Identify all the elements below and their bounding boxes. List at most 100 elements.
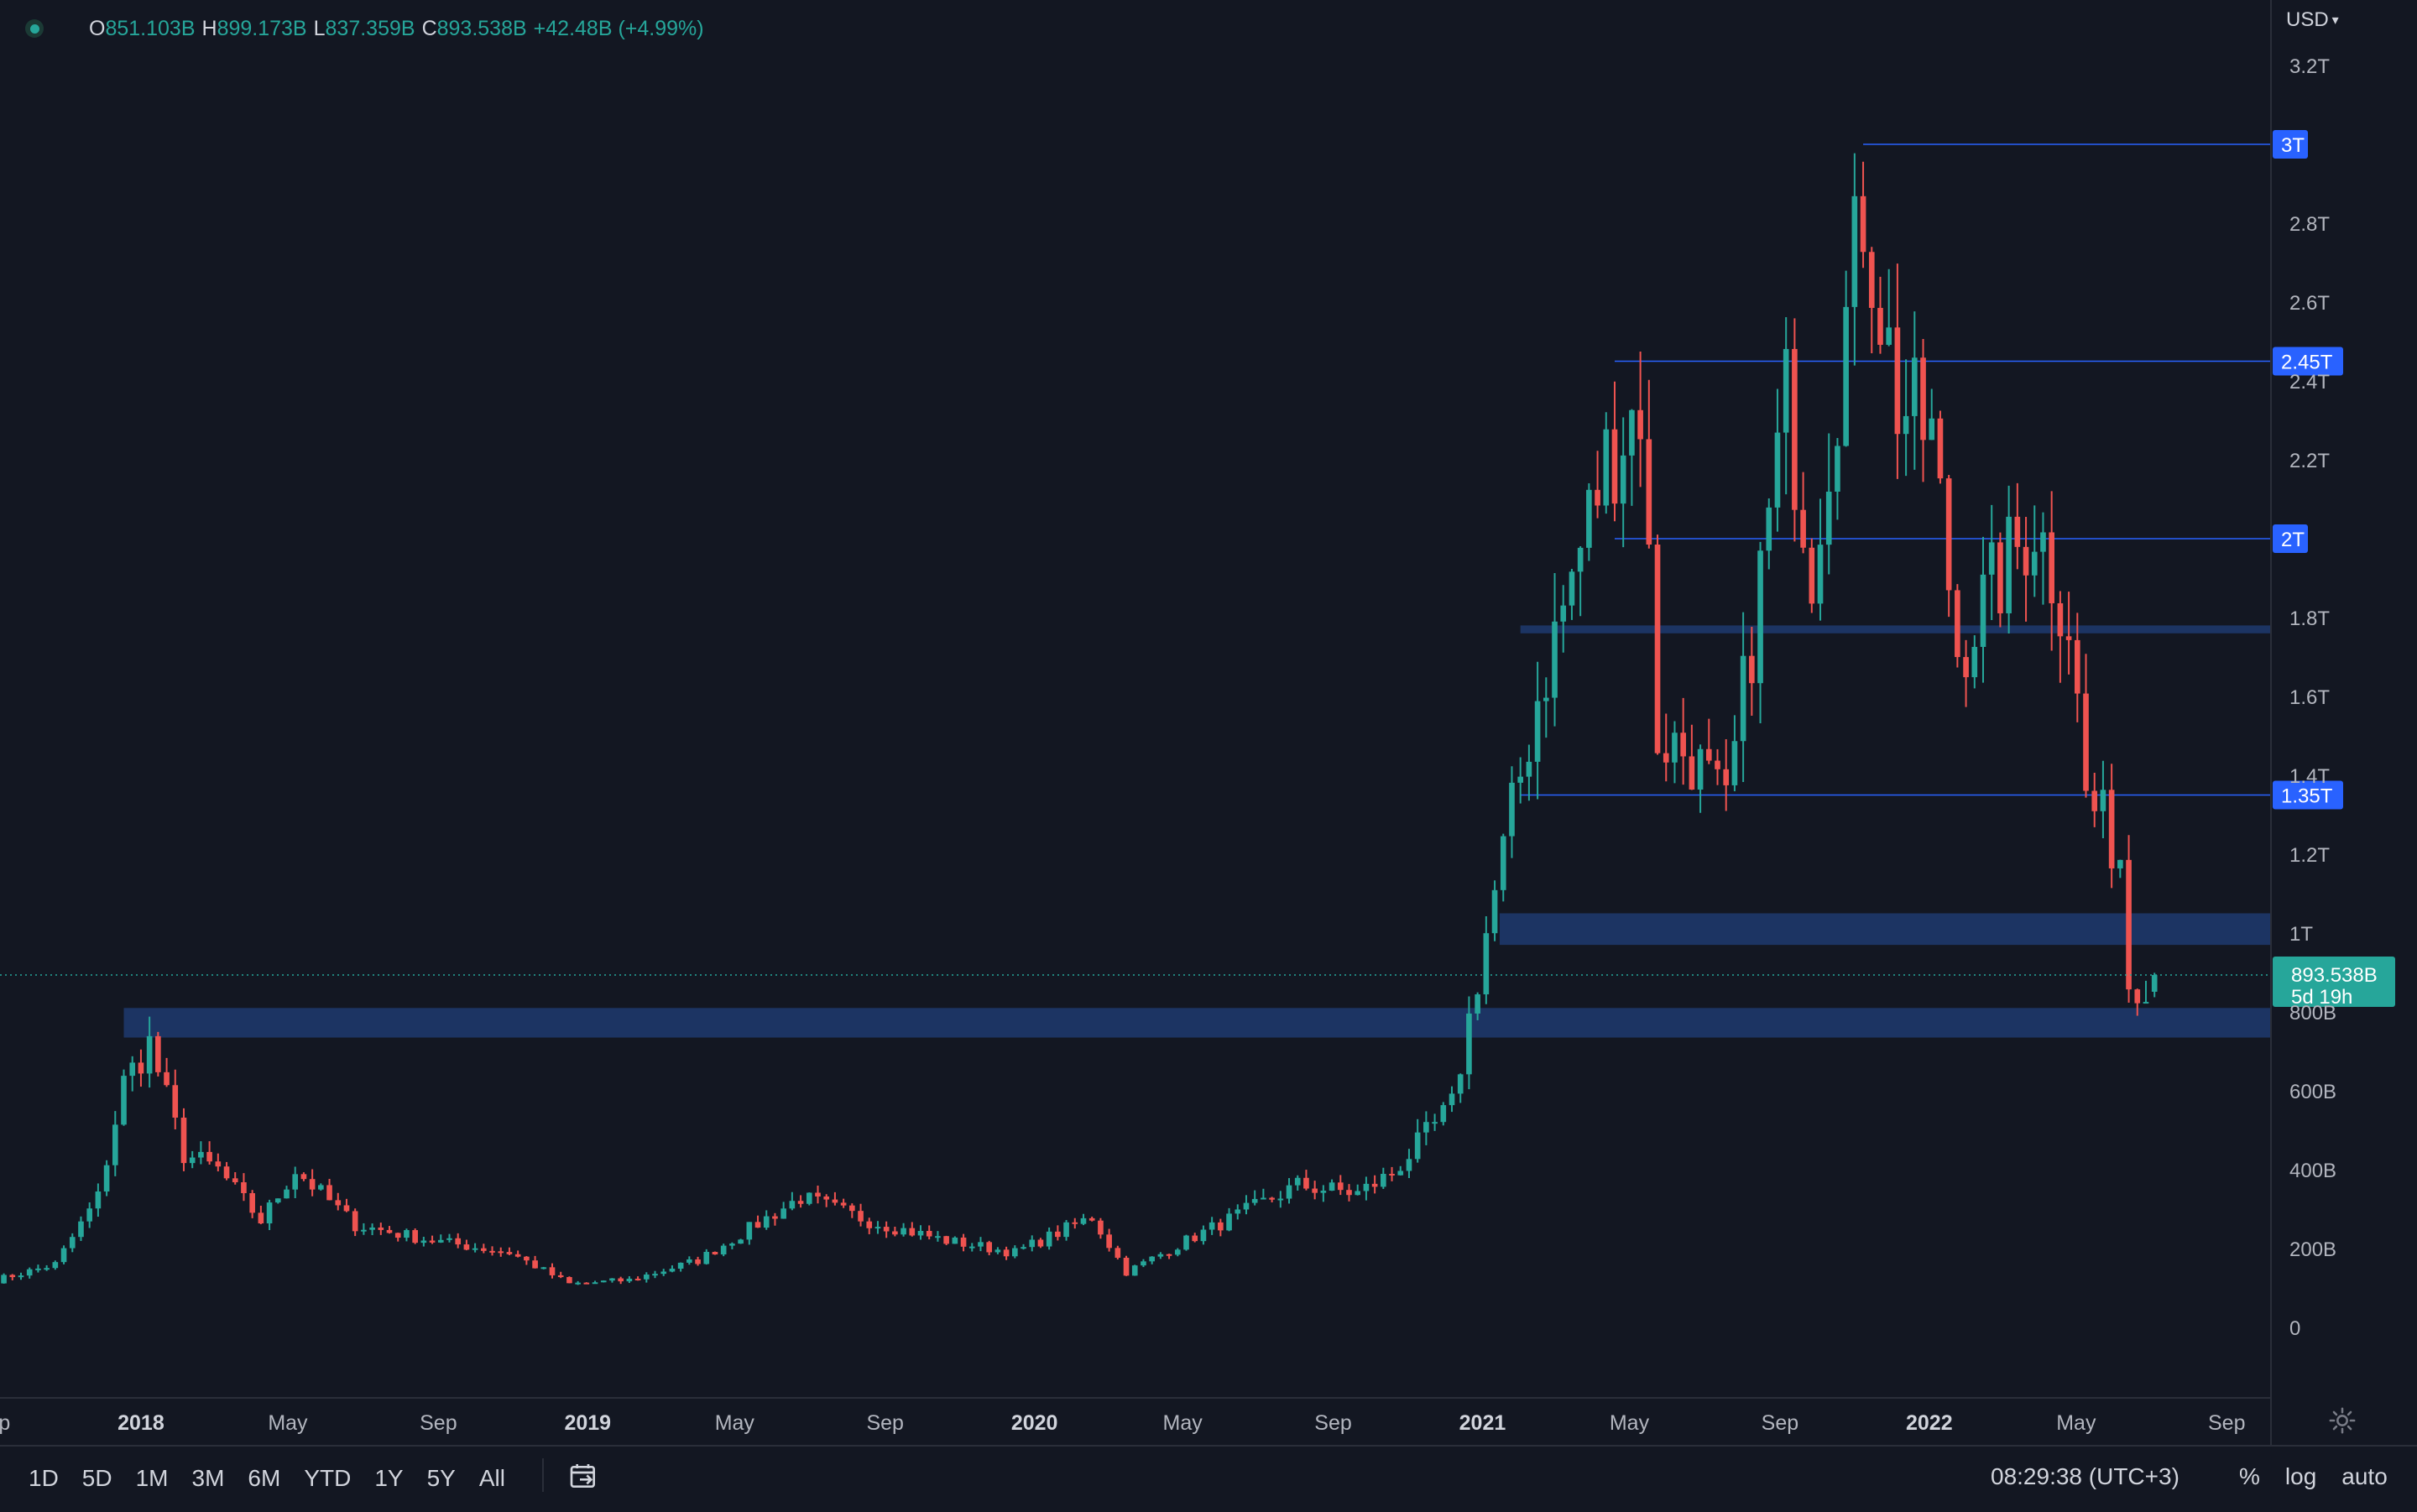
candle-body <box>1526 761 1532 777</box>
log-scale-toggle[interactable]: log <box>2284 1463 2317 1489</box>
range-button-3m[interactable]: 3M <box>191 1465 225 1491</box>
candle-body <box>78 1221 84 1238</box>
candle-body <box>1269 1197 1275 1200</box>
candle-body <box>309 1179 316 1190</box>
calendar-goto-icon[interactable] <box>567 1460 601 1494</box>
candle-body <box>1320 1191 1327 1193</box>
range-button-1d[interactable]: 1D <box>29 1465 59 1491</box>
candle-body <box>1235 1209 1241 1214</box>
candle-body <box>326 1185 332 1201</box>
auto-scale-toggle[interactable]: auto <box>2341 1463 2388 1489</box>
candle-body <box>686 1259 692 1263</box>
candle-body <box>386 1229 393 1233</box>
gear-icon[interactable] <box>2328 1406 2357 1435</box>
low-value: 837.359B <box>325 16 415 40</box>
range-button-all[interactable]: All <box>478 1465 505 1491</box>
range-button-1y[interactable]: 1Y <box>374 1465 404 1491</box>
candle-body <box>1003 1249 1010 1257</box>
candle-body <box>618 1278 624 1282</box>
candle-body <box>1226 1213 1232 1231</box>
candle-body <box>198 1151 204 1158</box>
candle-body <box>1817 545 1824 604</box>
last-price-badge <box>2273 957 2395 1008</box>
zone-rect <box>1499 913 2271 946</box>
candle-body <box>1603 429 1610 506</box>
y-tick-label: 2.4T <box>2289 371 2330 394</box>
candle-body <box>1183 1235 1189 1250</box>
range-button-5d[interactable]: 5D <box>81 1465 112 1491</box>
candle-body <box>1200 1229 1207 1242</box>
live-dot-icon[interactable] <box>25 19 44 38</box>
candle-body <box>1337 1182 1344 1191</box>
candle-body <box>1912 357 1918 416</box>
candle-body <box>1825 491 1832 545</box>
level-label-badge <box>2273 130 2308 159</box>
y-tick-label: 3.2T <box>2289 55 2330 78</box>
candle-body <box>780 1208 786 1219</box>
level-label: 2T <box>2281 529 2305 551</box>
candle-body <box>481 1248 487 1251</box>
candle-body <box>1312 1188 1318 1193</box>
candle-body <box>1021 1247 1026 1249</box>
last-price-value: 893.538B <box>2291 964 2378 987</box>
y-tick-label: 2.2T <box>2289 450 2330 472</box>
candle-body <box>1157 1254 1164 1257</box>
candle-body <box>1131 1265 1138 1276</box>
range-button-1m[interactable]: 1M <box>135 1465 169 1491</box>
horizontal-levels: 3T 2.45T 2T 1.35T <box>1520 130 2343 810</box>
candle-body <box>557 1275 564 1278</box>
candle-body <box>1397 1170 1404 1176</box>
range-button-5y[interactable]: 5Y <box>426 1465 456 1491</box>
candle-body <box>1457 1074 1464 1094</box>
candle-body <box>524 1256 530 1261</box>
candle-body <box>1166 1254 1172 1256</box>
candle-body <box>1663 753 1669 763</box>
x-tick-label: 2022 <box>1906 1411 1953 1435</box>
candle-body <box>1046 1231 1052 1247</box>
candle-body <box>2143 1002 2149 1004</box>
y-tick-label: 2.6T <box>2289 292 2330 315</box>
candle-body <box>1543 697 1549 701</box>
candle-body <box>429 1240 436 1243</box>
candle-body <box>472 1248 478 1250</box>
candle-body <box>1115 1248 1121 1259</box>
candle-body <box>1423 1122 1429 1133</box>
candle-body <box>335 1200 342 1206</box>
toolbar-divider <box>542 1458 544 1492</box>
range-button-6m[interactable]: 6M <box>248 1465 281 1491</box>
x-tick-label: Sep <box>1762 1411 1798 1435</box>
candle-body <box>138 1062 144 1074</box>
candle-body <box>1595 489 1600 506</box>
candle-body <box>155 1035 161 1072</box>
candle-body <box>164 1071 170 1086</box>
candle-body <box>909 1228 916 1236</box>
y-tick-label: 1.8T <box>2289 607 2330 630</box>
clock-timezone[interactable]: 08:29:38 (UTC+3) <box>1991 1463 2179 1489</box>
candle-body <box>634 1278 641 1280</box>
range-button-ytd[interactable]: YTD <box>304 1465 352 1491</box>
candle-body <box>60 1248 67 1263</box>
candle-body <box>1705 748 1712 761</box>
candle-body <box>1611 429 1618 504</box>
candle-body <box>206 1151 212 1162</box>
candle-body <box>1286 1185 1292 1199</box>
candle-body <box>2091 790 2098 811</box>
candle-body <box>960 1237 967 1247</box>
candle-body <box>1715 760 1720 769</box>
scale-options: % log auto <box>2239 1463 2388 1490</box>
candle-body <box>1843 306 1849 446</box>
candle-body <box>1937 418 1944 479</box>
time-axis[interactable]: Sep 2018 May Sep 2019 May Sep 2020 May Sep 2021 May… <box>0 1397 2271 1435</box>
open-value: 851.103B <box>105 16 196 40</box>
candle-body <box>695 1259 701 1264</box>
price-axis[interactable]: 3.2T 2.8T 2.6T 2.4T 2.2T 1.8T 1.6T 1.4T 1.2T 1T 80… <box>2270 0 2336 1445</box>
candle-body <box>394 1233 401 1238</box>
candle-body <box>1251 1198 1258 1203</box>
currency-selector[interactable]: USD ▾ <box>2286 8 2339 32</box>
y-tick-label: 200B <box>2289 1238 2336 1261</box>
percent-scale-toggle[interactable]: % <box>2239 1463 2260 1489</box>
candle-body <box>575 1282 581 1285</box>
candle-body <box>1646 439 1652 545</box>
